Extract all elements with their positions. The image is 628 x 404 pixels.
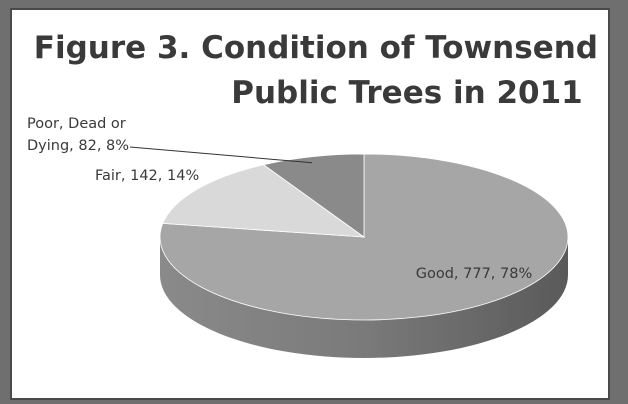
pie-slices [159, 153, 569, 358]
chart-title-line-2: Public Trees in 2011 [231, 75, 583, 111]
slice-label-good: Good, 777, 78% [416, 266, 533, 282]
slice-label-poor: Poor, Dead or Dying, 82, 8% [27, 116, 130, 154]
chart-title-line-1: Figure 3. Condition of Townsend [34, 30, 598, 66]
slice-label-fair-line-1: Fair, 142, 14% [95, 168, 199, 184]
pie-side-wall [160, 237, 568, 358]
slice-label-poor-line-1: Poor, Dead or [27, 116, 126, 132]
chart-frame: Figure 3. Condition of Townsend Public T… [10, 8, 610, 400]
pie-slice-poor-dead-or-dying [262, 153, 365, 238]
pie-chart: Figure 3. Condition of Townsend Public T… [27, 30, 598, 358]
pie-slice-fair [162, 164, 366, 238]
slice-label-fair: Fair, 142, 14% [95, 168, 199, 184]
slice-label-poor-line-2: Dying, 82, 8% [27, 138, 129, 154]
poor-slice-leader-line [129, 146, 313, 164]
slice-label-good-line-1: Good, 777, 78% [416, 266, 533, 282]
